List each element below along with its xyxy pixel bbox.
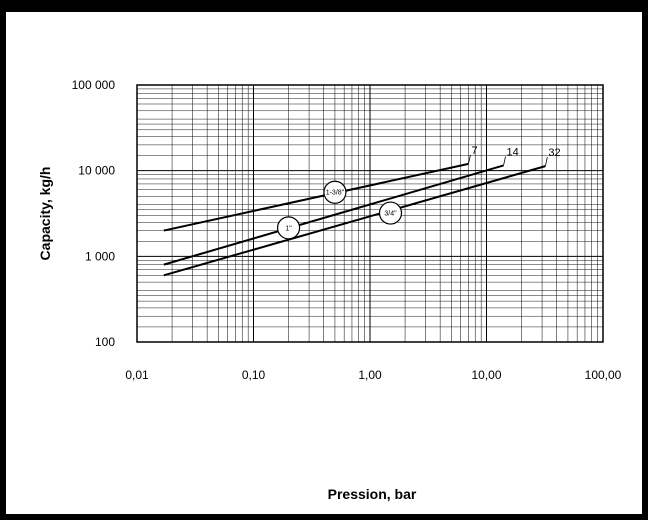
x-tick-label: 10,00 — [471, 368, 501, 382]
series-label-leader — [503, 156, 506, 166]
y-axis-title: Capacity, kg/h — [37, 167, 53, 261]
series-end-label: 32 — [548, 147, 560, 159]
size-marker-label: 3/4" — [384, 211, 397, 218]
y-tick-label: 10 000 — [78, 164, 115, 178]
series-end-label: 14 — [507, 146, 519, 158]
size-marker — [378, 201, 403, 225]
series-end-label: 7 — [471, 145, 477, 157]
y-tick-label: 1 000 — [85, 249, 115, 263]
size-marker — [323, 180, 347, 204]
chart-panel — [6, 12, 642, 514]
series-label-leader — [544, 157, 548, 167]
x-tick-label: 0,01 — [125, 368, 149, 382]
size-marker-label: 1" — [285, 225, 292, 232]
size-marker-label: 1-3/8" — [326, 190, 345, 197]
x-tick-label: 0,10 — [242, 368, 266, 382]
y-tick-label: 100 — [95, 335, 115, 349]
series-line — [163, 164, 504, 266]
grid — [137, 85, 603, 342]
tick-labels: 100 1 000 10 000 100 000 0,01 0,10 1,00 10,00 10… — [72, 78, 622, 382]
series-lines: 7 1-3/8" 14 1" 32 3/4" — [163, 145, 561, 277]
x-tick-label: 1,00 — [358, 368, 382, 382]
series-label-leader — [468, 154, 471, 164]
series-line — [163, 165, 546, 277]
x-axis-title: Pression, bar — [328, 486, 417, 502]
y-tick-label: 100 000 — [72, 78, 116, 92]
series-line — [163, 162, 469, 232]
plot-area — [136, 84, 604, 343]
x-tick-label: 100,00 — [585, 368, 622, 382]
